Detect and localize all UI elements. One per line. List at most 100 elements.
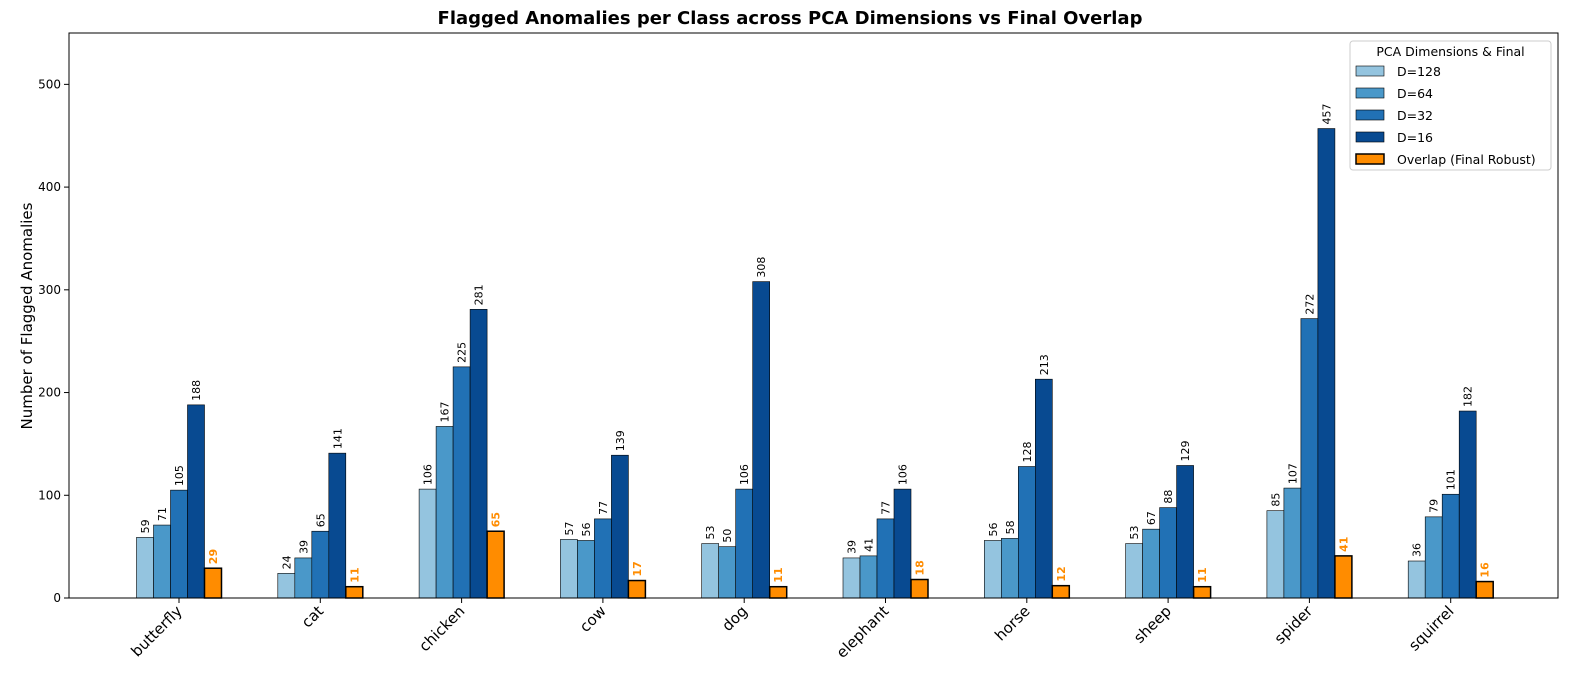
bar xyxy=(627,579,647,599)
bar xyxy=(1192,585,1212,599)
bar xyxy=(1300,318,1319,599)
bar xyxy=(594,518,612,599)
data-label: 85 xyxy=(1269,493,1282,507)
bar xyxy=(153,524,171,599)
y-tick-label: 0 xyxy=(53,591,61,605)
data-label: 77 xyxy=(597,501,610,515)
bar xyxy=(277,573,296,599)
data-label: 59 xyxy=(139,519,152,533)
bar xyxy=(1125,543,1143,599)
bar xyxy=(1266,510,1285,599)
bar xyxy=(752,281,771,599)
y-tick-label: 500 xyxy=(38,77,61,91)
data-label: 101 xyxy=(1445,469,1458,490)
legend[interactable]: PCA Dimensions & Final D=128 D=64 D=32 D=16 O… xyxy=(1349,40,1552,171)
data-label: 129 xyxy=(1179,440,1192,461)
bar xyxy=(735,488,754,599)
bar xyxy=(983,540,1002,599)
y-tick-label: 300 xyxy=(38,283,61,297)
data-label: 12 xyxy=(1055,566,1068,581)
data-label: 58 xyxy=(1004,520,1017,534)
bar xyxy=(1334,555,1353,599)
bar xyxy=(1159,507,1177,599)
data-label: 88 xyxy=(1162,490,1175,504)
y-tick-label: 200 xyxy=(38,386,61,400)
data-label: 41 xyxy=(863,538,876,552)
bar xyxy=(910,578,929,599)
bar xyxy=(1000,538,1019,599)
bar xyxy=(876,518,895,599)
data-label: 77 xyxy=(880,501,893,515)
plot-frame xyxy=(68,32,1559,599)
legend-swatch xyxy=(1355,109,1385,121)
data-label: 39 xyxy=(846,540,859,554)
bar xyxy=(893,488,912,599)
data-label: 105 xyxy=(173,465,186,486)
bar xyxy=(768,585,788,599)
data-label: 71 xyxy=(156,507,169,521)
data-label: 36 xyxy=(1411,543,1424,557)
data-label: 39 xyxy=(297,540,310,554)
bar xyxy=(577,540,595,599)
data-label: 106 xyxy=(422,464,435,485)
bar xyxy=(1407,560,1426,599)
data-label: 79 xyxy=(1428,499,1441,513)
legend-item-label: D=16 xyxy=(1397,130,1433,145)
data-label: 11 xyxy=(348,567,361,582)
bar xyxy=(469,309,488,599)
data-label: 41 xyxy=(1337,537,1350,552)
data-label: 57 xyxy=(563,521,576,535)
bar xyxy=(187,404,205,599)
bar xyxy=(1283,487,1302,599)
bar xyxy=(859,555,878,599)
bar xyxy=(294,557,313,599)
bar xyxy=(486,530,505,599)
data-label: 24 xyxy=(280,555,293,569)
bar xyxy=(1475,580,1494,599)
data-label: 213 xyxy=(1038,354,1051,375)
data-label: 53 xyxy=(704,526,717,540)
data-label: 308 xyxy=(755,257,768,278)
data-label: 281 xyxy=(473,284,486,305)
legend-swatch xyxy=(1355,65,1385,77)
bar xyxy=(328,452,347,599)
y-axis-label: Number of Flagged Anomalies xyxy=(18,202,36,429)
data-label: 128 xyxy=(1021,442,1034,463)
bar xyxy=(611,454,629,599)
data-label: 225 xyxy=(456,342,469,363)
bar xyxy=(1051,584,1071,599)
data-label: 106 xyxy=(897,464,910,485)
data-label: 18 xyxy=(914,560,927,575)
data-label: 56 xyxy=(580,522,593,536)
bar xyxy=(1441,493,1460,599)
bar xyxy=(170,489,188,599)
legend-swatch xyxy=(1355,153,1385,165)
value-labels: 59 71 105 188 29 24 39 65 141 11 106 167 225 281 65 57 5… xyxy=(139,104,1492,583)
data-label: 56 xyxy=(987,522,1000,536)
data-label: 50 xyxy=(721,529,734,543)
bar xyxy=(418,488,437,599)
bar xyxy=(842,557,861,599)
chart-title: Flagged Anomalies per Class across PCA D… xyxy=(438,8,1143,29)
data-label: 457 xyxy=(1320,104,1333,125)
legend-item-label: D=128 xyxy=(1397,64,1441,79)
data-label: 67 xyxy=(1145,511,1158,525)
legend-swatch xyxy=(1355,87,1385,99)
data-label: 182 xyxy=(1462,386,1475,407)
bar xyxy=(311,530,330,599)
bar xyxy=(718,546,737,599)
data-label: 107 xyxy=(1286,463,1299,484)
data-label: 167 xyxy=(439,401,452,422)
bar xyxy=(701,543,720,599)
data-label: 16 xyxy=(1479,562,1492,578)
legend-item-label: Overlap (Final Robust) xyxy=(1397,152,1536,167)
y-tick-label: 100 xyxy=(38,488,61,502)
data-label: 11 xyxy=(1196,567,1209,582)
legend-box xyxy=(1349,40,1552,171)
legend-item-label: D=64 xyxy=(1397,86,1433,101)
bar xyxy=(136,537,154,599)
legend-swatch xyxy=(1355,131,1385,143)
bar xyxy=(203,567,223,599)
bar xyxy=(345,585,364,599)
data-label: 65 xyxy=(314,513,327,527)
